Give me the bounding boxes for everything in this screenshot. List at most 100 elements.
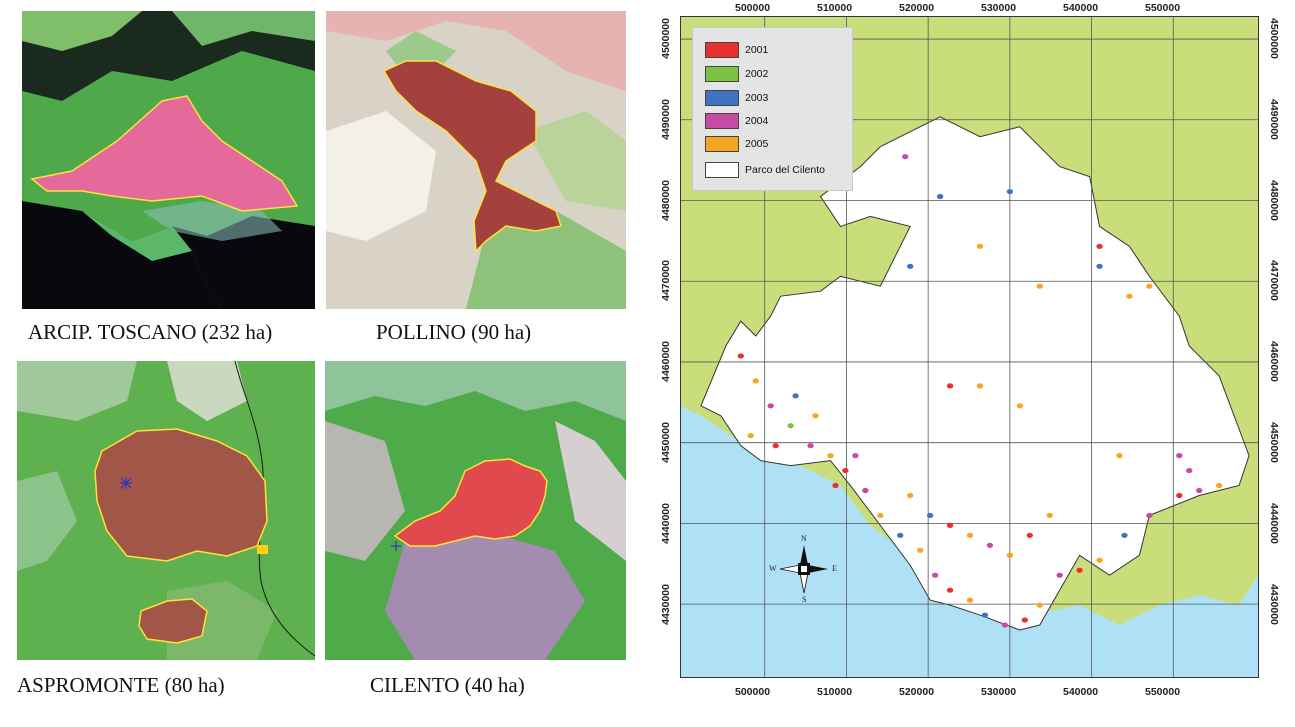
fire-spot-2004: [1196, 487, 1203, 494]
burned-area-toscano: [30, 95, 299, 212]
x-tick-bottom-5: 540000: [1063, 686, 1099, 698]
y-tick-right-3: 4480000: [1268, 180, 1280, 221]
legend-swatch: [705, 90, 739, 106]
fire-spot-2005: [747, 433, 754, 439]
fire-spot-2004: [1176, 453, 1183, 459]
fire-spot-2004: [986, 542, 994, 548]
fire-spot-2001: [842, 467, 849, 474]
fire-spot-2004: [852, 453, 859, 459]
fire-spot-2005: [1046, 512, 1053, 519]
fire-spot-2005: [1006, 552, 1014, 558]
y-tick-left-2: 4490000: [660, 99, 672, 140]
y-tick-right-8: 4430000: [1268, 584, 1280, 625]
fire-spot-2001: [946, 383, 954, 389]
fire-spot-2005: [916, 547, 924, 553]
fire-spot-2004: [862, 487, 869, 494]
y-tick-right-1: 4500000: [1268, 18, 1280, 59]
caption-aspromonte: ASPROMONTE (80 ha): [17, 673, 225, 697]
fire-spot-2005: [976, 243, 984, 249]
fire-spot-2001: [772, 443, 779, 449]
x-tick-bottom-6: 550000: [1145, 686, 1181, 698]
y-tick-left-5: 4460000: [660, 341, 672, 382]
legend-item-2001: 2001: [705, 41, 768, 59]
fire-spot-2005: [1215, 482, 1223, 489]
legend-label: 2001: [745, 44, 769, 56]
x-tick-bottom-2: 510000: [817, 686, 853, 698]
fire-spots: [737, 154, 1223, 628]
fire-spot-2003: [936, 193, 944, 200]
burned-area-pollino: [382, 60, 562, 253]
fire-spot-2005: [1146, 283, 1153, 289]
y-tick-left-3: 4480000: [660, 180, 672, 221]
fire-spot-2001: [946, 522, 954, 528]
y-tick-left-6: 4450000: [660, 422, 672, 463]
satellite-panel-cilento: [325, 361, 626, 660]
fire-spot-2003: [1121, 532, 1128, 538]
x-tick-top-4: 530000: [981, 2, 1017, 14]
fire-spot-2003: [1006, 188, 1014, 195]
legend-label: Parco del Cilento: [745, 164, 825, 176]
y-tick-right-7: 4440000: [1268, 503, 1280, 544]
satellite-panel-toscano: [22, 11, 315, 309]
y-tick-right-5: 4460000: [1268, 341, 1280, 382]
y-tick-left-4: 4470000: [660, 260, 672, 301]
compass-e: E: [832, 564, 837, 573]
satellite-image-cilento: [325, 361, 626, 660]
fire-spot-2003: [1096, 263, 1103, 269]
fire-origin-marker-cilento: [391, 541, 401, 551]
satellite-image-toscano: [22, 11, 315, 309]
fire-spot-2005: [1096, 557, 1103, 563]
fire-spot-2005: [827, 453, 834, 459]
burned-area-aspromonte-main: [94, 428, 268, 562]
fire-spot-2005: [1036, 283, 1043, 289]
fire-spot-2005: [907, 492, 914, 499]
parco-del-cilento: [700, 116, 1250, 631]
satellite-image-aspromonte: [17, 361, 315, 660]
legend-label: 2004: [745, 115, 769, 127]
fire-spot-2004: [1001, 622, 1009, 628]
fire-spot-2004: [1146, 512, 1153, 519]
caption-pollino: POLLINO (90 ha): [376, 320, 532, 344]
caption-toscano: ARCIP. TOSCANO (232 ha): [28, 320, 273, 344]
legend-swatch: [705, 113, 739, 129]
x-tick-top-6: 550000: [1145, 2, 1181, 14]
fire-spot-2005: [1016, 403, 1024, 409]
burned-area-aspromonte-south: [138, 598, 208, 644]
x-tick-bottom-4: 530000: [981, 686, 1017, 698]
fire-spot-2001: [737, 353, 744, 359]
legend-label: 2003: [745, 92, 769, 104]
legend-swatch: [705, 136, 739, 152]
fire-spot-2004: [1186, 467, 1193, 474]
fire-spot-2003: [926, 512, 934, 519]
caption-cilento: CILENTO (40 ha): [370, 673, 525, 697]
fire-spot-2001: [1026, 532, 1033, 538]
fire-spot-2005: [877, 512, 884, 519]
fire-spot-2005: [752, 378, 759, 384]
legend-item-2002: 2002: [705, 65, 768, 83]
x-tick-top-2: 510000: [817, 2, 853, 14]
compass-n: N: [801, 534, 807, 543]
legend-swatch: [705, 42, 739, 58]
y-tick-right-4: 4470000: [1268, 260, 1280, 301]
y-tick-right-6: 4450000: [1268, 422, 1280, 463]
fire-spot-2005: [812, 413, 819, 419]
fire-spot-2001: [1176, 492, 1183, 499]
fire-spot-2003: [981, 612, 989, 618]
fire-spot-2001: [832, 482, 839, 489]
legend-item-2003: 2003: [705, 89, 768, 107]
fire-spot-2005: [1126, 293, 1133, 299]
x-tick-top-3: 520000: [899, 2, 935, 14]
fire-spot-2001: [1021, 617, 1028, 623]
compass-w: W: [769, 564, 777, 573]
y-tick-right-2: 4490000: [1268, 99, 1280, 140]
fire-spot-2001: [1076, 567, 1083, 573]
fire-spot-2005: [1116, 453, 1123, 459]
satellite-panel-pollino: [326, 11, 626, 309]
fire-spot-2004: [807, 443, 814, 449]
fire-spot-2003: [792, 393, 799, 399]
fire-spot-2003: [907, 263, 914, 269]
x-tick-top-5: 540000: [1063, 2, 1099, 14]
legend-item-park: Parco del Cilento: [705, 161, 825, 179]
fire-spot-2002: [787, 423, 794, 429]
fire-spot-2001: [1096, 243, 1103, 249]
